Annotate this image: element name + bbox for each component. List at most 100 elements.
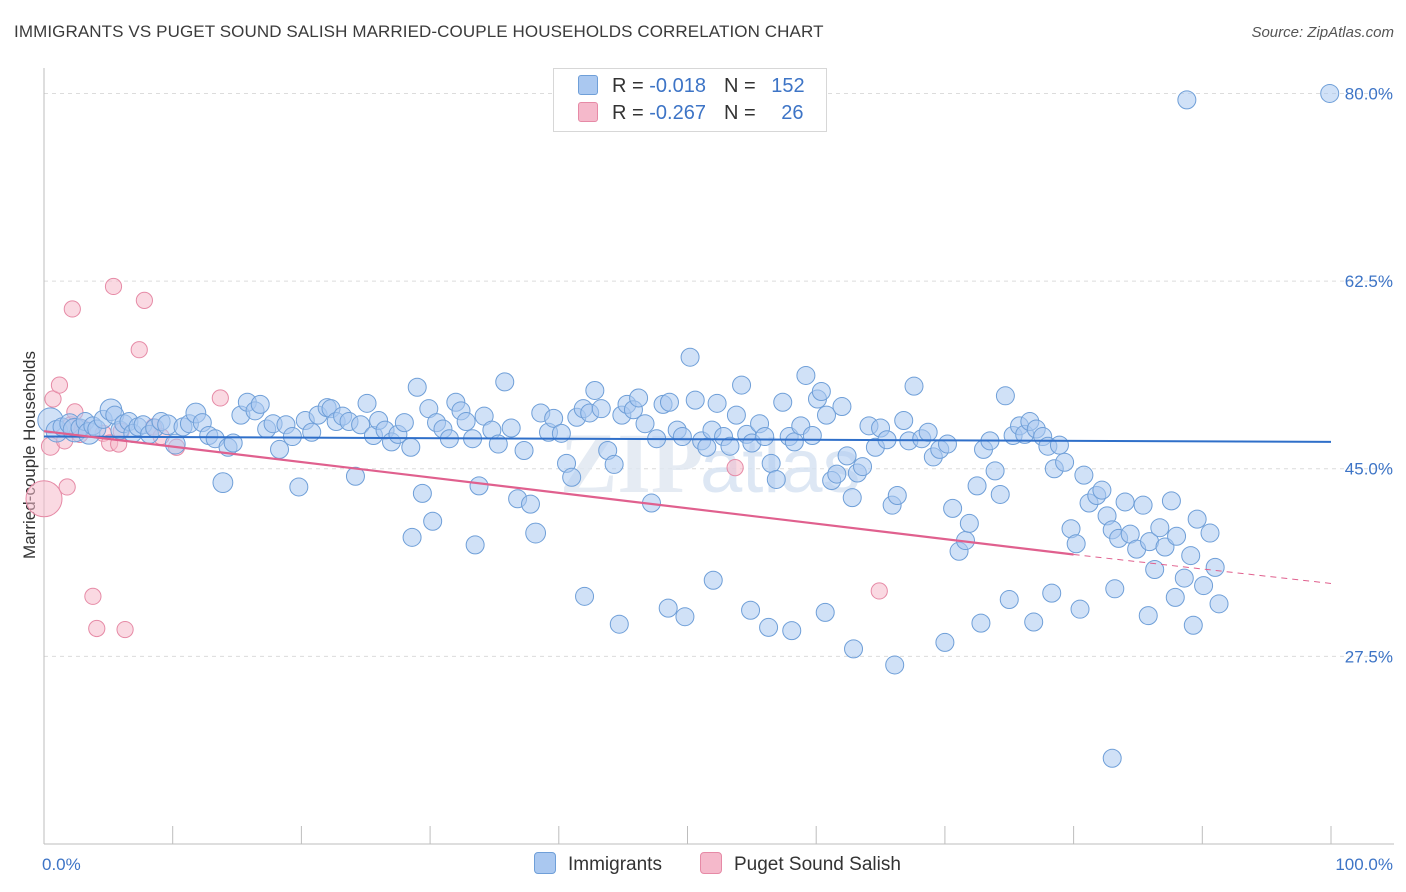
salish-point <box>104 277 123 296</box>
immigrants-point <box>289 477 309 497</box>
immigrants-point <box>1177 90 1197 110</box>
immigrants-point <box>1074 465 1094 485</box>
legend-n-label: N = <box>723 102 762 124</box>
immigrants-point <box>1024 612 1044 632</box>
salish-point <box>870 582 888 600</box>
x-tick-label: 100.0% <box>1335 855 1393 874</box>
immigrants-point <box>357 393 377 413</box>
immigrants-point <box>887 486 907 506</box>
immigrants-point <box>609 614 629 634</box>
immigrants-point <box>407 377 427 397</box>
immigrants-point <box>796 365 816 385</box>
immigrants-trend-line <box>43 435 1332 443</box>
salish-point <box>44 390 62 408</box>
immigrants-point <box>1205 557 1225 577</box>
stats-legend: R = -0.018 N = 152 R = -0.267 N = 26 <box>553 68 827 132</box>
immigrants-point <box>1055 452 1075 472</box>
immigrants-point <box>943 498 963 518</box>
salish-point <box>50 376 69 394</box>
salish-point <box>63 300 81 318</box>
immigrants-point <box>837 446 857 466</box>
immigrants-point <box>1102 748 1122 768</box>
immigrants-point <box>894 410 914 430</box>
immigrants-point <box>635 414 655 434</box>
immigrants-point <box>720 436 740 456</box>
salish-point <box>88 619 106 638</box>
immigrants-point <box>1187 509 1207 529</box>
immigrants-point <box>345 466 365 486</box>
legend-n-label: N = <box>723 75 762 97</box>
immigrants-point <box>675 607 695 627</box>
immigrants-point <box>423 511 443 531</box>
immigrants-point <box>469 476 489 496</box>
bottom-legend-immigrants: Immigrants <box>534 852 662 876</box>
immigrants-point <box>465 535 485 555</box>
immigrants-point <box>604 454 624 474</box>
salish-point <box>58 478 76 496</box>
immigrants-point <box>495 372 515 392</box>
immigrants-point <box>1066 534 1086 554</box>
immigrants-point <box>456 412 476 432</box>
trend-lines <box>43 430 1332 584</box>
immigrants-point <box>741 600 761 620</box>
salish-swatch <box>578 102 598 122</box>
salish-point <box>130 341 148 359</box>
immigrants-point <box>732 375 752 395</box>
y-tick-label: 45.0% <box>1345 460 1393 479</box>
tick-labels: 80.0% 62.5% 45.0% 27.5% 0.0% 100.0% <box>42 84 1393 874</box>
immigrants-point <box>1161 491 1181 511</box>
bottom-legend-label: Puget Sound Salish <box>734 854 901 875</box>
immigrants-point <box>394 413 414 433</box>
legend-row-salish: R = -0.267 N = 26 <box>578 102 803 126</box>
immigrants-point <box>591 399 611 419</box>
immigrants-swatch <box>578 75 598 95</box>
immigrants-point <box>755 427 775 447</box>
immigrants-point <box>827 464 847 484</box>
immigrants-point <box>971 613 991 633</box>
axes <box>43 68 1394 845</box>
immigrants-point <box>904 376 924 396</box>
y-tick-label: 27.5% <box>1345 647 1393 666</box>
immigrants-point <box>766 469 786 489</box>
immigrants-point <box>1145 560 1165 580</box>
bottom-legend-salish: Puget Sound Salish <box>700 852 901 876</box>
immigrants-point <box>959 513 979 533</box>
immigrants-point <box>918 422 938 442</box>
immigrants-point <box>885 655 905 675</box>
immigrants-point <box>759 617 779 637</box>
immigrants-point <box>844 639 864 659</box>
bottom-legend-label: Immigrants <box>568 854 662 875</box>
immigrants-point <box>1165 587 1185 607</box>
immigrants-point <box>658 598 678 618</box>
immigrants-point <box>842 488 862 508</box>
immigrants-point <box>1183 615 1203 635</box>
legend-r-value: -0.018 <box>649 75 706 97</box>
immigrants-point <box>212 472 234 494</box>
immigrants-point <box>697 437 717 457</box>
chart-title: IMMIGRANTS VS PUGET SOUND SALISH MARRIED… <box>14 22 824 41</box>
immigrants-point <box>1138 606 1158 626</box>
immigrants-point <box>999 590 1019 610</box>
immigrants-point <box>1105 579 1125 599</box>
immigrants-point <box>525 522 547 544</box>
immigrants-point <box>520 494 540 514</box>
immigrants-point <box>1181 546 1201 566</box>
immigrants-point <box>501 418 521 438</box>
immigrants-point <box>802 425 822 445</box>
immigrants-point <box>990 484 1010 504</box>
immigrants-point <box>1092 480 1112 500</box>
legend-n-value: 152 <box>771 75 805 97</box>
immigrants-point <box>1115 492 1135 512</box>
immigrants-point <box>1209 594 1229 614</box>
salish-point <box>211 389 229 407</box>
immigrants-point <box>514 440 534 460</box>
immigrants-point <box>853 457 873 477</box>
immigrants-point <box>937 434 957 454</box>
immigrants-point <box>782 621 802 641</box>
immigrants-point <box>585 380 605 400</box>
immigrants-point <box>1042 583 1062 603</box>
immigrants-point <box>250 394 270 414</box>
immigrants-point <box>784 432 804 452</box>
immigrants-point <box>773 392 793 412</box>
